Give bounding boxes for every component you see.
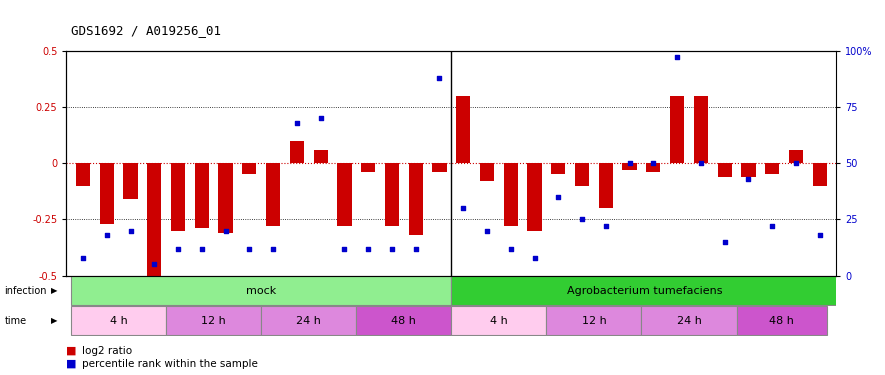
Point (123, 228, 138, 234)
Bar (546, 306, 642, 335)
Text: Agrobacterium tumefaciens: Agrobacterium tumefaciens (567, 286, 723, 296)
Text: 24 h: 24 h (296, 316, 321, 326)
Point (289, 120, 304, 126)
Bar (219, 163, 233, 233)
Bar (433, 163, 447, 172)
Text: 4 h: 4 h (110, 316, 127, 326)
Bar (812, 163, 827, 186)
Bar (242, 163, 257, 174)
Point (433, 75, 447, 81)
Point (622, 160, 636, 166)
Point (242, 246, 257, 252)
Bar (100, 163, 114, 224)
Point (219, 228, 233, 234)
Point (100, 232, 114, 238)
Bar (71, 306, 166, 335)
Text: infection: infection (4, 286, 47, 296)
Bar (361, 163, 375, 172)
Bar (504, 163, 518, 226)
Bar (337, 163, 351, 226)
Point (385, 246, 399, 252)
Bar (357, 306, 451, 335)
Text: 4 h: 4 h (490, 316, 508, 326)
Text: ■: ■ (66, 359, 77, 369)
Text: mock: mock (246, 286, 276, 296)
Bar (480, 163, 494, 181)
Bar (646, 163, 660, 172)
Point (718, 239, 732, 245)
Point (195, 246, 209, 252)
Point (694, 160, 708, 166)
Bar (451, 306, 546, 335)
Bar (171, 163, 185, 231)
Bar (736, 306, 827, 335)
Bar (147, 163, 161, 276)
Point (599, 223, 613, 229)
Point (409, 246, 423, 252)
Point (266, 246, 281, 252)
Bar (71, 276, 451, 305)
Point (527, 255, 542, 261)
Point (646, 160, 660, 166)
Point (313, 115, 327, 121)
Bar (195, 163, 209, 228)
Bar (642, 306, 736, 335)
Text: ▶: ▶ (51, 286, 58, 295)
Text: time: time (4, 316, 27, 326)
Point (480, 228, 494, 234)
Point (551, 194, 566, 200)
Bar (76, 163, 90, 186)
Text: 12 h: 12 h (201, 316, 226, 326)
Text: ▶: ▶ (51, 316, 58, 325)
Point (456, 205, 470, 211)
Text: log2 ratio: log2 ratio (82, 346, 133, 355)
Bar (765, 163, 780, 174)
Bar (166, 306, 261, 335)
Text: 12 h: 12 h (581, 316, 606, 326)
Bar (670, 96, 684, 163)
Bar (789, 150, 803, 163)
Bar (409, 163, 423, 235)
Bar (289, 141, 304, 163)
Text: percentile rank within the sample: percentile rank within the sample (82, 359, 258, 369)
Point (504, 246, 518, 252)
Point (147, 261, 161, 267)
Text: 48 h: 48 h (769, 316, 794, 326)
Point (575, 216, 589, 222)
Bar (385, 163, 399, 226)
Text: ■: ■ (66, 346, 77, 355)
Text: GDS1692 / A019256_01: GDS1692 / A019256_01 (71, 24, 220, 37)
Point (789, 160, 803, 166)
Bar (456, 96, 470, 163)
Bar (123, 163, 138, 199)
Bar (694, 96, 708, 163)
Bar (598, 163, 613, 208)
Point (361, 246, 375, 252)
Text: 48 h: 48 h (391, 316, 416, 326)
Point (812, 232, 827, 238)
Text: 24 h: 24 h (676, 316, 702, 326)
Point (670, 54, 684, 60)
Bar (575, 163, 589, 186)
Bar (313, 150, 327, 163)
Bar (718, 163, 732, 177)
Bar (742, 163, 756, 177)
Bar (622, 163, 636, 170)
Point (76, 255, 90, 261)
Bar (266, 163, 281, 226)
Bar (527, 163, 542, 231)
Point (742, 176, 756, 182)
Bar (451, 276, 839, 305)
Point (171, 246, 185, 252)
Point (765, 223, 780, 229)
Point (337, 246, 351, 252)
Bar (261, 306, 357, 335)
Bar (551, 163, 566, 174)
